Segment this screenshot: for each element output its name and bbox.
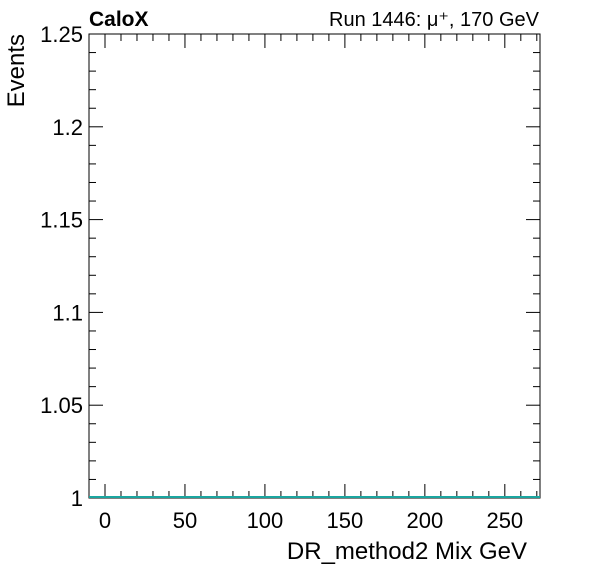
experiment-label: CaloX [89, 8, 149, 31]
x-axis-tick-labels: 0 50 100 150 200 250 [99, 508, 523, 533]
y-axis-tick-labels: 1 1.05 1.1 1.15 1.2 1.25 [40, 22, 83, 511]
x-axis-ticks [88, 34, 538, 498]
x-tick-label: 150 [327, 508, 364, 533]
x-tick-label: 200 [406, 508, 443, 533]
y-tick-label: 1 [71, 486, 83, 511]
x-tick-label: 0 [99, 508, 111, 533]
y-axis-ticks [89, 33, 540, 499]
x-tick-label: 250 [486, 508, 523, 533]
run-info-label: Run 1446: μ⁺, 170 GeV [329, 9, 540, 31]
x-tick-label: 50 [173, 508, 197, 533]
plot-frame [88, 33, 541, 499]
y-tick-label: 1.25 [40, 22, 83, 47]
x-axis-title: DR_method2 Mix GeV [287, 538, 527, 565]
y-tick-label: 1.15 [40, 208, 83, 233]
y-axis-title: Events [3, 34, 30, 107]
y-tick-label: 1.1 [52, 300, 83, 325]
y-tick-label: 1.2 [52, 115, 83, 140]
y-tick-label: 1.05 [40, 393, 83, 418]
x-tick-label: 100 [247, 508, 284, 533]
